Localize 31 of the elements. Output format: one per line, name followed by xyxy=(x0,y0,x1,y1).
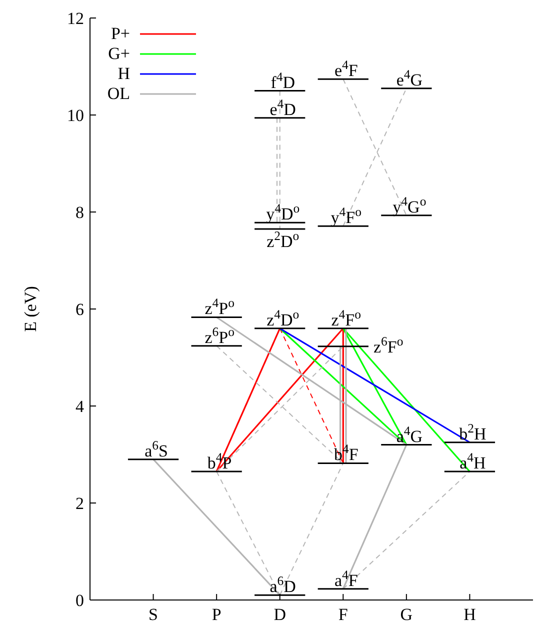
y-tick-label: 12 xyxy=(67,9,84,28)
x-tick-label: G xyxy=(400,605,413,624)
annotation: e$^{4}$D xyxy=(270,96,296,119)
y-tick-label: 4 xyxy=(76,397,84,416)
annotation: z$^{4}$F$^{o}$ xyxy=(331,307,362,330)
x-tick-label: D xyxy=(274,605,286,624)
annotation: f$^{4}$D xyxy=(270,70,296,92)
legend-label: P+ xyxy=(110,24,130,44)
annotation: a$^{4}$F xyxy=(334,568,358,590)
y-tick-label: 10 xyxy=(67,106,84,126)
annotation: a$^{6}$D xyxy=(270,574,296,596)
annotation: z$^{4}$P$^{o}$ xyxy=(204,296,234,318)
x-tick-label: S xyxy=(148,605,158,624)
x-tick-label: P xyxy=(212,605,222,624)
y-tick-label: 6 xyxy=(76,300,84,320)
annotation: a$^{6}$S xyxy=(144,438,168,460)
y-axis-title: E (eV) xyxy=(21,286,40,332)
annotation: e$^{4}$G xyxy=(396,67,423,90)
legend-label: H xyxy=(116,64,130,84)
y-tick-label: 2 xyxy=(76,494,84,514)
legend-label: G+ xyxy=(107,44,130,64)
legend-label: OL xyxy=(106,84,130,104)
x-tick-label: F xyxy=(338,605,348,624)
y-tick-label: 0 xyxy=(76,591,84,610)
annotation: z$^{6}$P$^{o}$ xyxy=(204,324,234,347)
annotation: z$^{2}$D$^{o}$ xyxy=(266,228,300,251)
annotation: z$^{4}$D$^{o}$ xyxy=(266,307,300,330)
y-tick-label: 8 xyxy=(76,203,84,222)
annotation: z$^{6}$F$^{o}$ xyxy=(373,334,404,356)
x-tick-label: H xyxy=(464,605,476,624)
annotation: e$^{4}$F xyxy=(334,58,358,80)
